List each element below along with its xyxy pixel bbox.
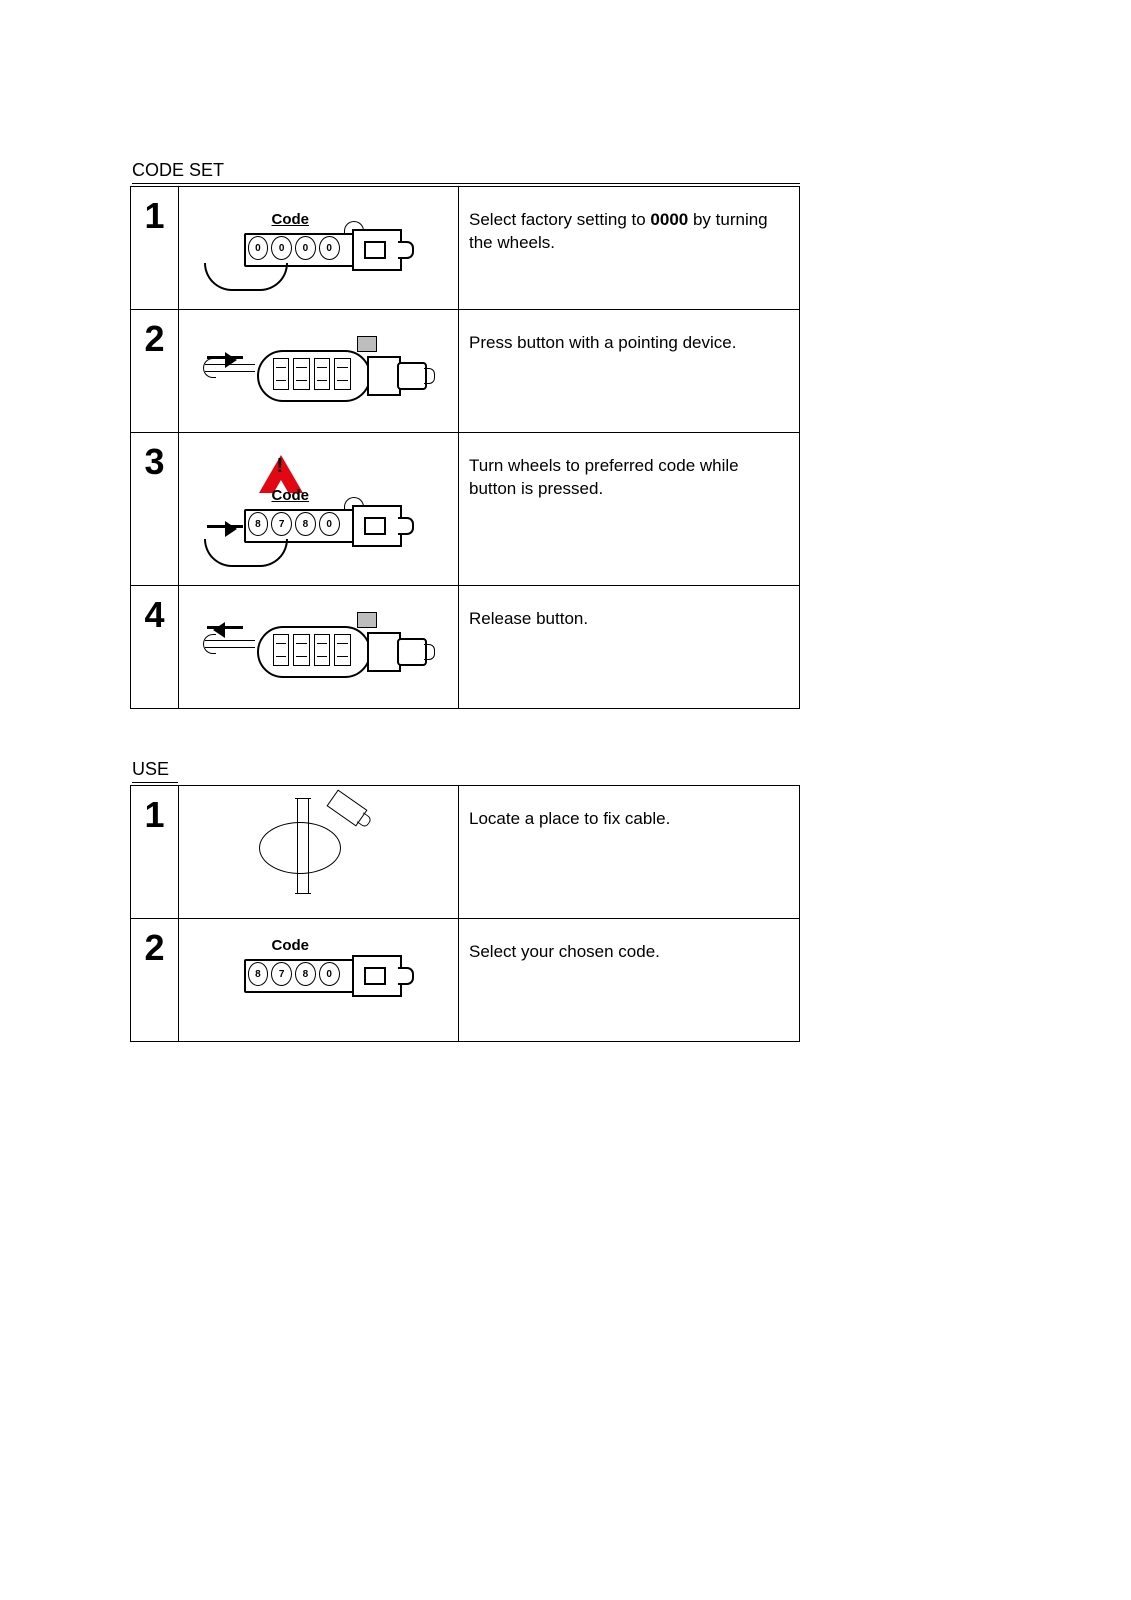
lock-end-icon bbox=[326, 789, 367, 826]
diagram-cell bbox=[179, 310, 459, 433]
arrow-left-icon bbox=[207, 626, 243, 629]
step-number: 3 bbox=[131, 433, 179, 586]
wheel-digit: 7 bbox=[271, 512, 292, 536]
wheel-digit: 8 bbox=[295, 962, 316, 986]
wheel-digit: 0 bbox=[319, 236, 340, 260]
step-description: Select factory setting to 0000 by turnin… bbox=[459, 187, 800, 310]
wheel-digit: 8 bbox=[248, 962, 269, 986]
lock-diagram-top bbox=[189, 316, 449, 416]
diagram-cell: Code 0 0 0 0 bbox=[179, 187, 459, 310]
wheel-digit: 8 bbox=[295, 512, 316, 536]
cable-fix-diagram bbox=[189, 792, 449, 902]
code-wheels: 8 7 8 0 bbox=[248, 512, 340, 536]
code-wheels: 0 0 0 0 bbox=[248, 236, 340, 260]
codeset-row-1: 1 Code 0 0 0 0 bbox=[131, 187, 800, 310]
step-description: Release button. bbox=[459, 586, 800, 709]
use-row-1: 1 Locate a place to fix cable. bbox=[131, 786, 800, 919]
wheel-digit: 0 bbox=[295, 236, 316, 260]
diagram-cell: Code 8 7 8 0 bbox=[179, 919, 459, 1042]
arrow-right-icon bbox=[207, 525, 243, 528]
cable-loop-icon bbox=[259, 822, 341, 874]
diagram-cell: ! Code 8 7 8 0 bbox=[179, 433, 459, 586]
section-title-use: USE bbox=[132, 759, 178, 783]
lock-diagram-side-warning: ! Code 8 7 8 0 bbox=[189, 439, 449, 569]
step-description: Locate a place to fix cable. bbox=[459, 786, 800, 919]
reset-button-icon bbox=[357, 612, 377, 628]
wheel-digit: 0 bbox=[271, 236, 292, 260]
diagram-cell bbox=[179, 586, 459, 709]
step-number: 2 bbox=[131, 919, 179, 1042]
reset-button-icon bbox=[357, 336, 377, 352]
code-label: Code bbox=[272, 937, 310, 954]
step-number: 1 bbox=[131, 786, 179, 919]
wheel-digit: 7 bbox=[271, 962, 292, 986]
codeset-row-3: 3 ! Code 8 7 8 0 bbox=[131, 433, 800, 586]
step-description: Select your chosen code. bbox=[459, 919, 800, 1042]
page: CODE SET 1 Code 0 0 0 0 bbox=[130, 160, 800, 1042]
step-number: 1 bbox=[131, 187, 179, 310]
section-title-codeset: CODE SET bbox=[132, 160, 800, 184]
code-wheels: 8 7 8 0 bbox=[248, 962, 340, 986]
warning-exclaim-icon: ! bbox=[277, 455, 284, 478]
lock-diagram-side: Code 0 0 0 0 bbox=[189, 193, 449, 293]
diagram-cell bbox=[179, 786, 459, 919]
lock-diagram-top bbox=[189, 592, 449, 692]
use-row-2: 2 Code 8 7 8 0 Selec bbox=[131, 919, 800, 1042]
wheel-digit: 0 bbox=[319, 962, 340, 986]
codeset-table: 1 Code 0 0 0 0 bbox=[130, 186, 800, 709]
step-description: Press button with a pointing device. bbox=[459, 310, 800, 433]
use-table: 1 Locate a place to fix cable. 2 Code bbox=[130, 785, 800, 1042]
step-description: Turn wheels to preferred code while butt… bbox=[459, 433, 800, 586]
step-number: 4 bbox=[131, 586, 179, 709]
code-label: Code bbox=[272, 211, 310, 228]
code-label: Code bbox=[272, 487, 310, 504]
codeset-row-4: 4 Release button. bbox=[131, 586, 800, 709]
wheel-digit: 0 bbox=[248, 236, 269, 260]
wheel-digit: 0 bbox=[319, 512, 340, 536]
step-number: 2 bbox=[131, 310, 179, 433]
codeset-row-2: 2 Press button with a pointing device. bbox=[131, 310, 800, 433]
lock-diagram-side: Code 8 7 8 0 bbox=[189, 925, 449, 1025]
wheel-digit: 8 bbox=[248, 512, 269, 536]
